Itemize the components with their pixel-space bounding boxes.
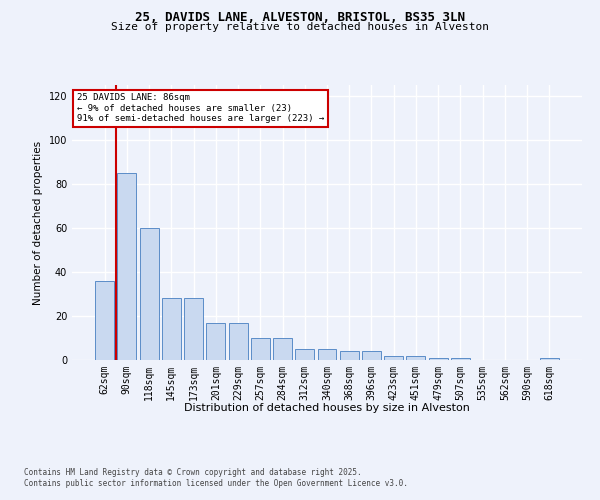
Bar — [273, 338, 292, 360]
Bar — [406, 356, 425, 360]
Bar — [317, 349, 337, 360]
Bar — [229, 322, 248, 360]
Bar — [162, 298, 181, 360]
Bar — [429, 358, 448, 360]
Bar — [184, 298, 203, 360]
X-axis label: Distribution of detached houses by size in Alveston: Distribution of detached houses by size … — [184, 403, 470, 413]
Bar — [362, 351, 381, 360]
Text: 25, DAVIDS LANE, ALVESTON, BRISTOL, BS35 3LN: 25, DAVIDS LANE, ALVESTON, BRISTOL, BS35… — [135, 11, 465, 24]
Text: 25 DAVIDS LANE: 86sqm
← 9% of detached houses are smaller (23)
91% of semi-detac: 25 DAVIDS LANE: 86sqm ← 9% of detached h… — [77, 93, 325, 123]
Text: Contains HM Land Registry data © Crown copyright and database right 2025.: Contains HM Land Registry data © Crown c… — [24, 468, 362, 477]
Bar — [451, 358, 470, 360]
Bar — [295, 349, 314, 360]
Bar — [384, 356, 403, 360]
Text: Size of property relative to detached houses in Alveston: Size of property relative to detached ho… — [111, 22, 489, 32]
Bar — [206, 322, 225, 360]
Bar — [118, 173, 136, 360]
Bar — [95, 281, 114, 360]
Bar — [340, 351, 359, 360]
Y-axis label: Number of detached properties: Number of detached properties — [33, 140, 43, 304]
Bar — [540, 358, 559, 360]
Bar — [251, 338, 270, 360]
Text: Contains public sector information licensed under the Open Government Licence v3: Contains public sector information licen… — [24, 480, 408, 488]
Bar — [140, 228, 158, 360]
